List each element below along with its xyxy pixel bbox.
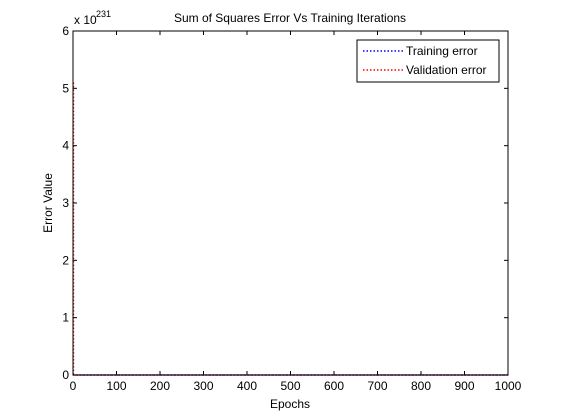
y-tick-label: 4 [62,139,69,153]
y-exponent-power: 231 [96,9,111,19]
x-tick-label: 900 [454,379,474,393]
x-tick-label: 500 [280,379,300,393]
legend: Training error Validation error [356,39,500,83]
x-tick-label: 400 [237,379,257,393]
y-tick-label: 6 [62,24,69,38]
y-tick-label: 1 [62,311,69,325]
y-tick-label: 0 [62,368,69,382]
x-tick-label: 1000 [495,379,522,393]
chart-title: Sum of Squares Error Vs Training Iterati… [174,11,406,25]
y-tick-label: 3 [62,196,69,210]
y-tick-label: 2 [62,253,69,267]
y-exponent-base: x 10 [74,13,97,27]
x-axis-label: Epochs [270,397,310,411]
x-tick-label: 300 [193,379,213,393]
x-tick-label: 700 [367,379,387,393]
x-tick-label: 200 [150,379,170,393]
x-tick-label: 600 [324,379,344,393]
y-tick-label: 5 [62,81,69,95]
legend-box [356,39,500,83]
plot-area [73,31,508,375]
x-tick-label: 800 [411,379,431,393]
ticks-layer: 0 100 200 300 400 500 600 700 800 900 1000 0 1 2 3 4 5 6 [62,24,521,393]
x-tick-label: 0 [70,379,77,393]
x-tick-label: 100 [106,379,126,393]
legend-label-training: Training error [406,44,478,58]
y-axis-label: Error Value [41,173,55,233]
legend-label-validation: Validation error [406,63,486,77]
